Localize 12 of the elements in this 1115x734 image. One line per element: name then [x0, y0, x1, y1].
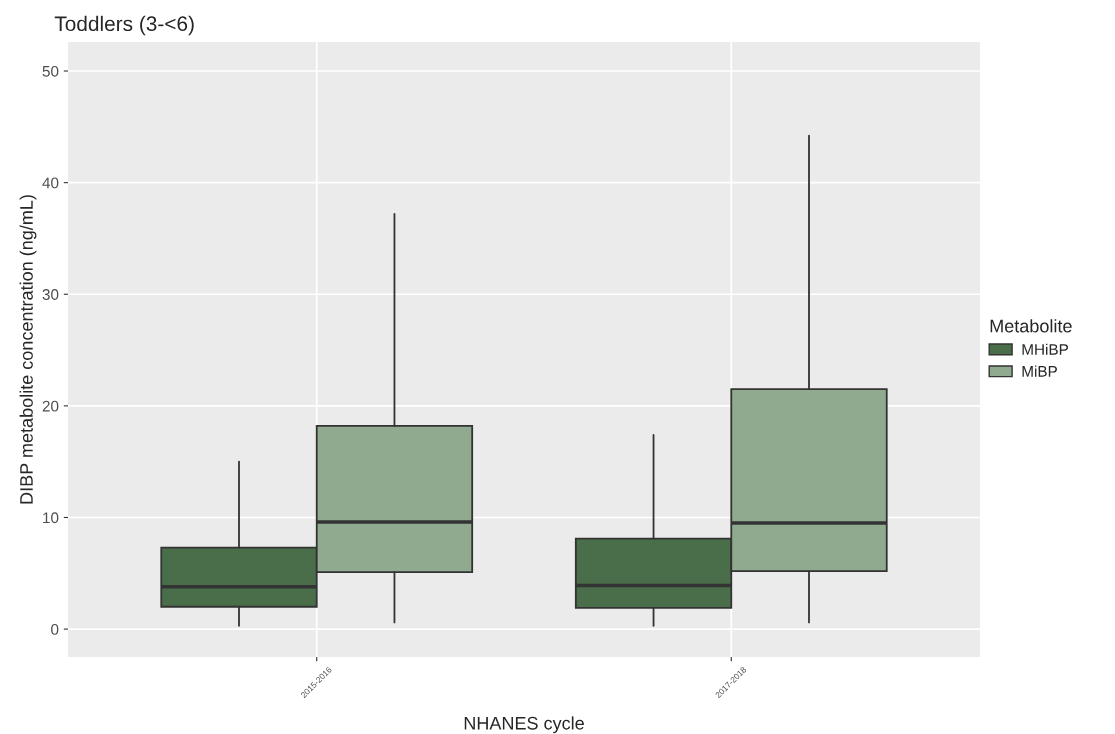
y-axis-title: DIBP metabolite concentration (ng/mL): [19, 195, 37, 504]
y-tick-label: 40: [42, 177, 59, 189]
y-tick-label: 20: [42, 400, 59, 412]
legend-label: MiBP: [1022, 365, 1057, 377]
y-tick-label: 0: [51, 623, 59, 635]
legend-title: Metabolite: [990, 319, 1072, 333]
y-tick-label: 30: [42, 289, 59, 300]
y-tick-label: 50: [42, 65, 59, 77]
chart-title: Toddlers (3-<6): [54, 15, 194, 36]
x-axis-title: NHANES cycle: [464, 716, 584, 734]
legend-label: MHiBP: [1022, 343, 1068, 355]
y-tick-label: 10: [43, 512, 59, 524]
